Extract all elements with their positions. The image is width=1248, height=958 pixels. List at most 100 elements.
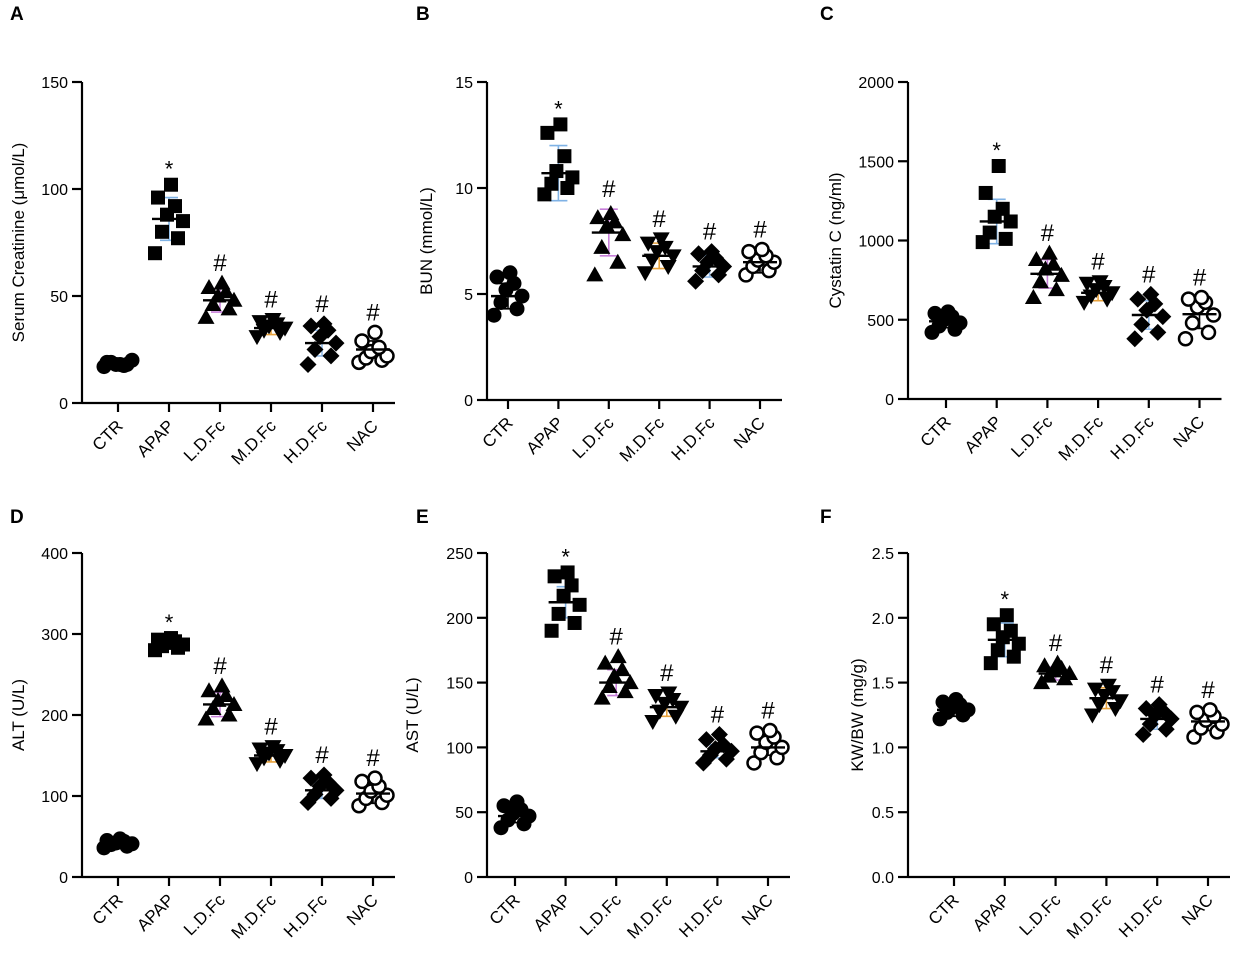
data-point [496,798,512,814]
x-tick-label: M.D.Fc [1055,412,1108,465]
panel-letter: D [10,507,24,528]
x-tick-label: L.D.Fc [1016,890,1065,939]
y-tick-label: 400 [41,546,68,563]
y-tick-label: 150 [446,676,473,693]
x-tick-label: L.D.Fc [180,416,229,465]
data-point [1036,657,1054,673]
significance-label: # [315,291,329,318]
group-nac: # [1186,677,1230,745]
x-tick-label: NAC [343,890,382,929]
data-point [948,691,964,707]
group-m-d-fc: # [1083,652,1129,724]
significance-label: # [711,701,725,728]
group-nac: # [351,299,395,371]
data-point [754,241,770,258]
data-point [322,347,340,365]
data-point [553,117,568,132]
data-point [544,623,559,638]
data-point [1024,289,1042,305]
data-point [264,313,282,329]
y-tick-label: 0.5 [872,805,894,822]
group-l-d-fc: # [593,624,639,705]
data-point [302,317,320,335]
x-tick-label: H.D.Fc [668,413,719,464]
y-tick-label: 0.0 [872,870,894,887]
group-h-d-fc: # [299,742,345,811]
data-point [220,706,238,722]
significance-label: # [1041,220,1055,247]
data-point [1200,324,1217,341]
x-tick-label: H.D.Fc [280,890,331,941]
data-point [564,578,579,593]
data-point [213,274,231,290]
data-point [1202,702,1218,718]
significance-label: # [315,742,329,769]
x-tick-label: NAC [343,416,382,455]
group-h-d-fc: # [299,291,345,373]
data-point [596,654,614,670]
data-point [509,301,525,317]
data-point [197,710,215,726]
data-point [586,266,604,282]
significance-label: # [213,653,227,680]
x-tick-label: H.D.Fc [1107,412,1158,463]
data-point [1031,273,1049,289]
significance-label: # [1201,677,1215,704]
group-h-d-fc: # [687,219,733,290]
y-tick-label: 100 [41,789,68,806]
group-ctr [96,831,140,856]
data-point [1044,255,1062,271]
data-point [927,305,943,321]
x-tick-label: CTR [89,416,127,454]
y-tick-label: 100 [41,182,68,199]
data-point [315,766,333,784]
x-tick-label: NAC [1178,890,1217,929]
y-axis-label: AST (U/L) [403,677,422,752]
y-tick-label: 2000 [858,75,894,92]
data-point [489,269,505,285]
data-point [367,770,383,786]
group-h-d-fc: # [694,701,740,772]
data-point [248,330,266,346]
group-m-d-fc: # [644,660,690,730]
significance-label: * [165,610,174,635]
y-axis-label: KW/BW (mg/g) [848,658,867,771]
panel-c: C 0 500 1000 1500 2000 Cystatin C (ng/ml) CTR AP… [820,4,1222,465]
x-tick-label: APAP [530,890,575,935]
data-point [1078,276,1096,292]
significance-label: # [753,216,767,243]
y-tick-label: 2.5 [872,546,894,563]
data-point [264,740,282,756]
data-point [560,565,575,580]
y-tick-label: 200 [446,611,473,628]
data-point [999,608,1014,623]
data-point [659,259,677,275]
data-point [940,304,956,320]
group-apap: * [148,157,190,261]
data-point [697,731,715,749]
data-point [1027,251,1045,267]
significance-label: # [660,660,674,687]
group-l-d-fc: # [197,653,243,726]
panel-a: A 0 50 100 150 Serum Creatinine (μmol/L) CTR AP… [9,4,395,469]
data-point [354,773,370,790]
x-tick-label: CTR [925,890,963,928]
group-ctr [493,794,537,836]
data-point [572,597,587,612]
x-tick-label: L.D.Fc [180,890,229,939]
data-point [1047,281,1065,297]
data-point [609,648,627,664]
data-point [593,689,611,705]
data-point [171,231,185,246]
data-point [660,686,678,702]
group-m-d-fc: # [636,206,682,282]
significance-label: # [1049,630,1063,657]
data-point [200,682,218,698]
data-point [741,243,757,260]
group-apap: * [544,544,587,638]
y-axis-label: Cystatin C (ng/ml) [826,172,845,308]
x-tick-label: M.D.Fc [623,890,676,943]
data-point [544,176,559,191]
data-point [549,164,564,179]
significance-label: * [992,138,1001,163]
